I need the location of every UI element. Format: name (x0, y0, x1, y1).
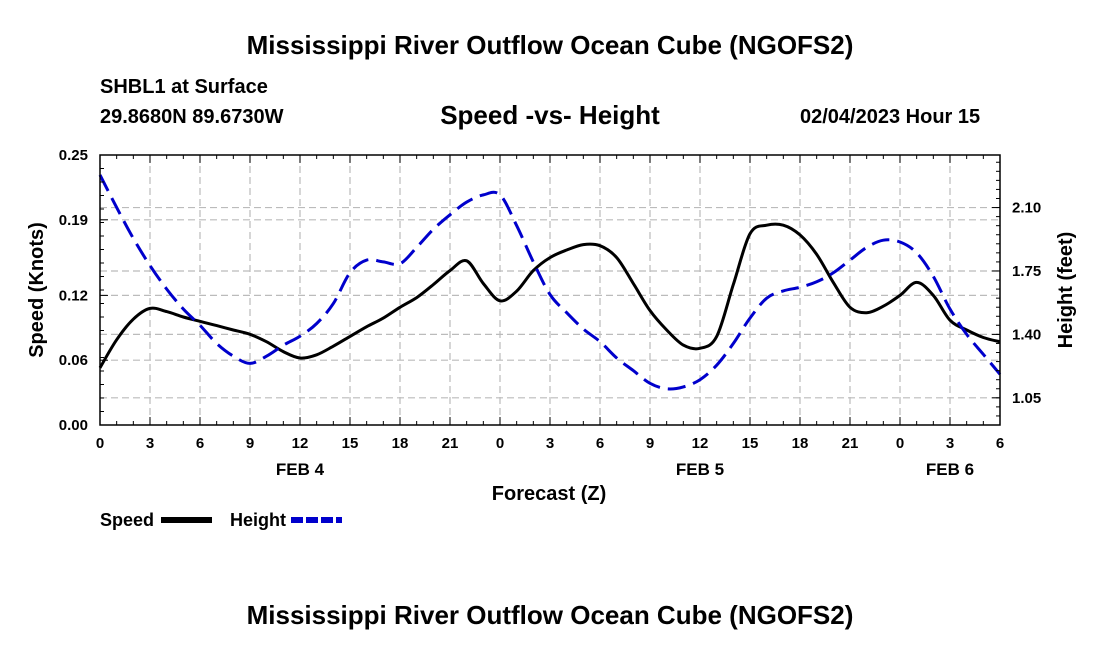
chart-title: Mississippi River Outflow Ocean Cube (NG… (246, 30, 854, 60)
grid-lines (100, 155, 1000, 425)
footer-chart-title: Mississippi River Outflow Ocean Cube (NG… (246, 600, 854, 630)
station-coordinates: 29.8680N 89.6730W (100, 106, 284, 128)
chart-subtitle: Speed -vs- Height (440, 100, 660, 130)
x-tick-label: 12 (692, 435, 709, 452)
legend-height-label: Height (230, 510, 286, 530)
y2-tick-label: 1.40 (1012, 326, 1041, 343)
y-axis-title: Speed (Knots) (26, 222, 48, 358)
x-tick-label: 15 (742, 435, 759, 452)
speed-series-line (98, 222, 1001, 369)
y-tick-label: 0.25 (59, 147, 88, 164)
x-tick-label: 6 (196, 435, 204, 452)
date-label: FEB 4 (276, 460, 325, 479)
x-tick-label: 3 (546, 435, 554, 452)
date-label: FEB 6 (926, 460, 974, 479)
y-tick-label: 0.06 (59, 352, 88, 369)
x-tick-label: 15 (342, 435, 359, 452)
date-label: FEB 5 (676, 460, 724, 479)
axis-ticks (99, 154, 1001, 426)
x-tick-label: 12 (292, 435, 309, 452)
y2-tick-label: 1.05 (1012, 390, 1041, 407)
x-tick-label: 9 (246, 435, 254, 452)
y2-tick-label: 2.10 (1012, 200, 1041, 217)
legend: Speed Height (100, 510, 342, 530)
x-tick-label: 9 (646, 435, 654, 452)
y-tick-label: 0.19 (59, 212, 88, 229)
y2-tick-label: 1.75 (1012, 263, 1041, 280)
axis-labels: 0 3 6 9 12 15 18 21 0 3 6 9 12 15 18 21 0 3 6 FEB 4 FEB 5 FEB… (59, 147, 1041, 479)
height-series-line (98, 174, 1002, 391)
x-tick-label: 21 (442, 435, 459, 452)
x-tick-label: 6 (996, 435, 1004, 452)
x-tick-label: 0 (496, 435, 504, 452)
x-tick-label: 21 (842, 435, 859, 452)
data-series (98, 174, 1002, 391)
x-tick-label: 3 (146, 435, 154, 452)
x-tick-label: 18 (392, 435, 409, 452)
y2-axis-title: Height (feet) (1055, 232, 1077, 349)
x-tick-label: 0 (96, 435, 104, 452)
legend-speed-label: Speed (100, 510, 154, 530)
x-tick-label: 18 (792, 435, 809, 452)
station-label: SHBL1 at Surface (100, 76, 268, 98)
x-tick-label: 6 (596, 435, 604, 452)
y-tick-label: 0.12 (59, 287, 88, 304)
x-tick-label: 0 (896, 435, 904, 452)
x-axis-title: Forecast (Z) (492, 483, 606, 505)
x-tick-label: 3 (946, 435, 954, 452)
y-tick-label: 0.00 (59, 417, 88, 434)
forecast-datetime: 02/04/2023 Hour 15 (800, 106, 981, 128)
